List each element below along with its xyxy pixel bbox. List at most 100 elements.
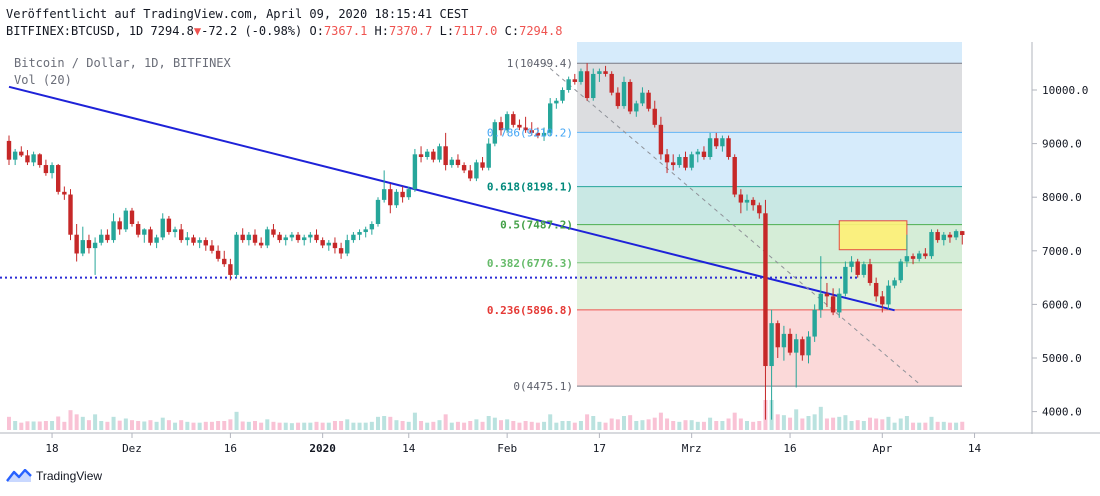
candle bbox=[781, 325, 787, 361]
candle-body bbox=[603, 71, 608, 74]
candle-body bbox=[185, 237, 190, 241]
candle-body bbox=[111, 221, 116, 241]
volume-bar bbox=[216, 421, 221, 430]
candle-body bbox=[621, 81, 627, 107]
candle bbox=[412, 148, 418, 192]
candle-body bbox=[449, 159, 454, 166]
candle-body bbox=[228, 264, 233, 275]
candle-body bbox=[363, 229, 368, 233]
time-axis[interactable]: 18 Dez 16 2020 14 Feb 17 Mrz 16 Apr 14 bbox=[45, 433, 982, 455]
candle bbox=[375, 197, 381, 227]
drawings[interactable] bbox=[0, 62, 920, 385]
candle-body bbox=[332, 242, 338, 249]
volume-bar bbox=[615, 419, 620, 430]
price-tick-label: 9000.0 bbox=[1042, 138, 1082, 151]
candle bbox=[6, 135, 12, 166]
volume-bar bbox=[277, 422, 282, 430]
volume-bar bbox=[720, 421, 725, 430]
candle-body bbox=[560, 90, 565, 101]
candle bbox=[634, 100, 639, 117]
candle bbox=[369, 221, 375, 235]
candle bbox=[345, 234, 350, 257]
volume-bar bbox=[708, 417, 713, 430]
candle bbox=[351, 232, 356, 243]
fib-retracement[interactable] bbox=[577, 42, 962, 387]
candle-body bbox=[634, 103, 639, 112]
volume-bar bbox=[222, 421, 227, 430]
close-value: 7294.8 bbox=[519, 24, 563, 38]
candle-body bbox=[492, 122, 498, 144]
candle-body bbox=[99, 234, 104, 243]
candle bbox=[43, 159, 49, 176]
volume-bar bbox=[480, 421, 485, 430]
volume-bar bbox=[332, 421, 337, 430]
candle bbox=[326, 240, 331, 251]
candle bbox=[12, 148, 18, 166]
volume-legend: Vol (20) bbox=[14, 73, 72, 87]
volume-bar bbox=[382, 416, 387, 430]
candle-body bbox=[886, 285, 891, 305]
candle-body bbox=[486, 143, 491, 168]
candle-body bbox=[855, 261, 860, 275]
volume-bar bbox=[560, 421, 565, 430]
candle-body bbox=[135, 224, 141, 235]
time-tick-label: 2020 bbox=[309, 442, 336, 455]
candle bbox=[720, 135, 725, 152]
candle-body bbox=[425, 151, 430, 157]
candle-body bbox=[640, 92, 645, 104]
volume-bar bbox=[861, 421, 866, 430]
price-tick-label: 10000.0 bbox=[1042, 84, 1088, 97]
volume-bar bbox=[941, 421, 946, 430]
candle-body bbox=[246, 234, 252, 241]
volume-bar bbox=[874, 418, 879, 430]
candle bbox=[228, 258, 233, 281]
candle bbox=[80, 226, 85, 257]
volume-bar bbox=[597, 421, 602, 430]
candle bbox=[86, 234, 92, 254]
high-label: H: bbox=[374, 24, 389, 38]
volume-bar bbox=[209, 421, 214, 430]
volume-bar bbox=[425, 422, 430, 430]
candle-body bbox=[308, 234, 313, 238]
candle bbox=[548, 98, 553, 136]
time-tick-label: Dez bbox=[122, 442, 142, 455]
candle-body bbox=[566, 79, 571, 90]
candle-body bbox=[160, 218, 165, 238]
time-tick-label: 14 bbox=[402, 442, 416, 455]
candle bbox=[99, 229, 104, 246]
candle-body bbox=[129, 210, 135, 224]
volume-bar bbox=[714, 421, 719, 430]
candle bbox=[474, 159, 479, 182]
volume-bar bbox=[130, 420, 134, 430]
candle bbox=[529, 122, 534, 136]
candle bbox=[683, 151, 688, 171]
candle-body bbox=[209, 245, 215, 251]
volume-bar bbox=[677, 421, 682, 430]
candle bbox=[105, 229, 110, 243]
volume-bar bbox=[419, 421, 424, 430]
volume-bar bbox=[31, 421, 36, 430]
candle bbox=[929, 229, 934, 259]
volume-bar bbox=[449, 422, 454, 430]
candle-body bbox=[418, 154, 424, 157]
volume-bar bbox=[234, 411, 239, 430]
volume-bar bbox=[412, 412, 417, 430]
time-tick-label: 18 bbox=[45, 442, 58, 455]
candle bbox=[425, 148, 430, 160]
tradingview-brand[interactable]: TradingView bbox=[6, 469, 102, 483]
candle bbox=[591, 68, 596, 101]
candle bbox=[49, 162, 55, 179]
candle bbox=[923, 248, 928, 259]
candle-body bbox=[953, 231, 959, 238]
candlestick-chart[interactable]: 1(10499.4) 0.786(9210.2) 0.618(8198.1) 0.5(… bbox=[0, 42, 1100, 460]
candle bbox=[148, 226, 153, 246]
candle bbox=[381, 170, 387, 203]
candle bbox=[74, 224, 79, 262]
candle-body bbox=[468, 170, 473, 179]
volume-bar bbox=[923, 422, 928, 430]
price-axis[interactable]: 10000.0 9000.0 8000.0 7000.0 6000.0 5000.0 400… bbox=[1032, 84, 1088, 419]
volume-bar bbox=[646, 419, 651, 430]
candles[interactable] bbox=[6, 63, 965, 420]
volume-bar bbox=[376, 416, 380, 430]
candle-body bbox=[683, 157, 688, 168]
